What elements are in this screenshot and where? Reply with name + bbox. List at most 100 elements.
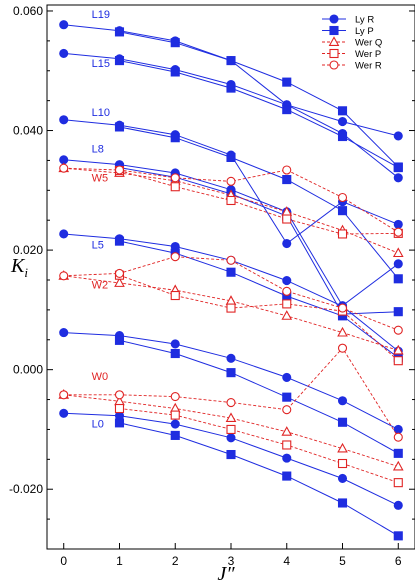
data-point [337,442,348,453]
legend-entry: Ly R [322,14,374,26]
data-point [114,236,125,246]
series-line [119,126,399,280]
data-point [393,259,403,269]
series-w2-werR [59,252,403,335]
x-tick-label: 2 [172,554,179,568]
data-point [393,173,403,183]
data-point [392,460,404,471]
data-point [226,353,236,363]
data-point [282,175,292,185]
series-l5-lyP [114,236,403,363]
data-point [392,344,404,355]
data-point [282,471,292,481]
y-tick-label: 0.000 [13,363,43,377]
series-line [119,274,399,362]
data-point [393,307,403,317]
data-point [114,122,125,132]
y-tick-label: 0.060 [13,4,43,18]
data-point [337,117,348,127]
data-point [393,163,403,173]
data-point [226,267,236,277]
series-l0-lyR [59,408,403,510]
data-point [170,67,180,77]
data-point [170,38,180,48]
legend-label: Wer P [355,49,381,60]
x-tick-label: 0 [60,554,67,568]
series-line [119,422,399,537]
series-w5-werP [114,166,403,239]
data-point [282,440,292,450]
series-l5-lyR [59,229,403,356]
data-point [282,453,292,463]
series-label: L8 [92,144,104,156]
series-l0-lyP [114,335,403,458]
series-l15-lyP [114,56,403,173]
data-point [282,276,292,286]
x-tick-label: 4 [283,554,290,568]
data-point [226,152,236,162]
data-point [170,419,180,429]
data-point [393,500,403,510]
data-point [282,299,292,309]
data-point [114,418,125,428]
data-point [114,268,125,278]
legend-label: Wer Q [355,38,382,49]
data-point [393,274,403,284]
legend-entry: Wer Q [322,36,382,49]
data-point [226,449,236,460]
legend-marker [329,14,339,24]
data-point [393,448,403,458]
data-point [59,328,69,338]
data-point [226,424,236,434]
data-point [393,531,403,541]
data-point [226,56,236,66]
data-point [114,27,125,37]
data-point [282,238,292,249]
series-line [119,339,399,454]
data-point [170,392,180,402]
series-label: W5 [92,172,109,184]
series-line [119,60,399,169]
series-line [119,170,399,235]
series-label: W2 [92,279,109,291]
data-point [226,433,236,443]
x-tick-label: 5 [339,554,346,568]
data-point [282,214,292,224]
data-point [282,392,292,402]
series-label: L10 [92,107,110,119]
data-point [337,326,348,337]
legend-label: Ly R [355,15,374,26]
data-point [114,165,125,175]
data-point [393,478,403,488]
legend-entry: Wer R [322,60,382,72]
data-point [282,286,292,296]
data-point [282,77,292,87]
series-w5-werR [59,163,403,237]
data-point [392,247,404,258]
series-line [119,408,399,484]
data-point [114,390,125,400]
data-point [114,277,125,287]
legend-marker [329,25,339,36]
series-label: L19 [92,9,110,21]
data-point [225,412,237,423]
series-l0-lyP [114,418,403,541]
x-tick-label: 1 [116,554,123,568]
data-point [393,131,403,141]
series-line [63,275,399,351]
data-point [393,432,403,442]
data-point [337,343,348,353]
data-point [170,348,180,359]
x-tick-label: 6 [395,554,402,568]
data-point [59,229,69,239]
data-point [226,368,236,378]
data-point [226,397,236,408]
data-point [226,255,236,265]
data-point [59,48,69,58]
data-point [114,56,125,66]
data-point [281,426,293,436]
data-point [337,206,348,216]
legend-entry: Wer P [322,48,381,60]
data-point [170,182,180,192]
